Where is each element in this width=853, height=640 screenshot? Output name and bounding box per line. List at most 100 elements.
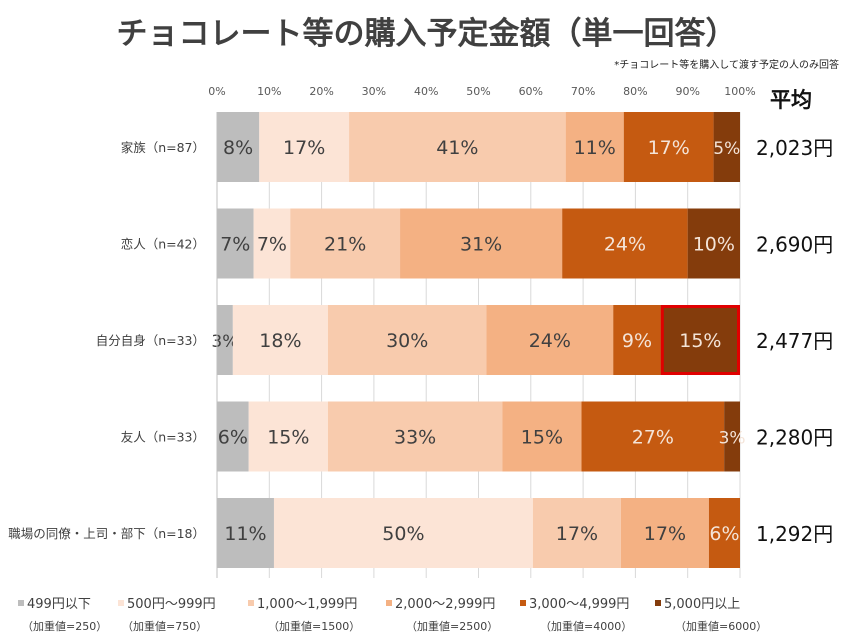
legend-swatch — [248, 600, 254, 606]
data-label: 17% — [283, 137, 325, 159]
x-tick-label: 30% — [362, 85, 386, 98]
bar-segment — [217, 305, 233, 375]
bar-segment — [532, 498, 621, 568]
average-header: 平均 — [770, 88, 812, 112]
bar-segment — [687, 208, 740, 279]
data-label: 8% — [223, 137, 253, 159]
data-label: 24% — [604, 234, 646, 256]
data-label: 3% — [211, 332, 238, 352]
bar-segment — [502, 401, 582, 472]
data-label: 30% — [386, 330, 428, 352]
category-label: 職場の同僚・上司・部下（n=18） — [8, 526, 205, 541]
bar-segment — [327, 305, 487, 375]
legend-swatch — [118, 600, 124, 606]
data-label: 3% — [719, 429, 746, 449]
data-label: 5% — [713, 139, 740, 159]
bar-segment — [724, 401, 740, 472]
bar-segment — [232, 305, 328, 375]
bar-segment — [486, 305, 614, 375]
average-value: 2,280円 — [756, 426, 833, 450]
legend-label: 5,000円以上 — [664, 597, 740, 612]
bar-segment — [217, 401, 249, 472]
legend-label: 499円以下 — [27, 597, 91, 612]
legend-swatch — [520, 600, 526, 606]
data-label: 21% — [324, 234, 366, 256]
legend-label: 500円～999円 — [127, 597, 216, 612]
data-label: 18% — [259, 330, 301, 352]
bar-segment — [248, 401, 328, 472]
bar-segment — [565, 112, 624, 182]
legend-swatch — [18, 600, 24, 606]
average-value: 2,023円 — [756, 136, 833, 160]
x-tick-label: 10% — [257, 85, 281, 98]
x-tick-label: 60% — [519, 85, 543, 98]
data-label: 6% — [218, 427, 248, 449]
bar-segment — [259, 112, 350, 182]
bar-segment — [217, 498, 274, 568]
bar-segment — [400, 208, 563, 279]
legend-weight-note: （加重値=6000） — [675, 619, 767, 633]
x-tick-label: 20% — [309, 85, 333, 98]
x-tick-label: 0% — [208, 85, 225, 98]
bar-segment — [562, 208, 688, 279]
bar-segment — [273, 498, 533, 568]
category-label: 恋人（n=42） — [121, 237, 205, 252]
bar-segment — [613, 305, 661, 375]
legend-weight-note: （加重値=1500） — [268, 619, 360, 633]
x-tick-label: 80% — [623, 85, 647, 98]
bar-segment — [253, 208, 291, 279]
data-label: 11% — [574, 137, 616, 159]
data-label: 6% — [709, 523, 739, 545]
legend-weight-note: （加重値=250） — [22, 619, 107, 633]
bar-segment — [217, 208, 254, 279]
bar-segment — [708, 498, 740, 568]
category-label: 家族（n=87） — [121, 140, 205, 155]
chart-subtitle: *チョコレート等を購入して渡す予定の人のみ回答 — [614, 60, 839, 71]
legend-weight-note: （加重値=2500） — [406, 619, 498, 633]
legend-label: 1,000～1,999円 — [257, 597, 357, 612]
data-label: 15% — [679, 330, 721, 352]
bar-segment — [660, 305, 740, 375]
data-label: 11% — [224, 523, 266, 545]
data-label: 15% — [521, 427, 563, 449]
data-label: 27% — [632, 427, 674, 449]
data-label: 31% — [460, 234, 502, 256]
bar-segment — [623, 112, 714, 182]
bar-segment — [290, 208, 401, 279]
data-label: 9% — [622, 330, 652, 352]
legend-weight-note: （加重値=4000） — [540, 619, 632, 633]
average-value: 2,477円 — [756, 329, 833, 353]
data-label: 10% — [693, 234, 735, 256]
bar-segment — [217, 112, 260, 182]
bar-segment — [349, 112, 566, 182]
category-label: 自分自身（n=33） — [96, 333, 205, 348]
x-tick-label: 70% — [571, 85, 595, 98]
highlight-border — [660, 305, 740, 375]
category-label: 友人（n=33） — [121, 430, 205, 445]
data-label: 15% — [267, 427, 309, 449]
bar-segment — [713, 112, 740, 182]
chart-title: チョコレート等の購入予定金額（単一回答） — [116, 16, 737, 52]
legend-label: 3,000～4,999円 — [529, 597, 629, 612]
legend-swatch — [386, 600, 392, 606]
data-label: 7% — [257, 234, 287, 256]
x-tick-label: 90% — [675, 85, 699, 98]
data-label: 7% — [220, 234, 250, 256]
x-tick-label: 50% — [466, 85, 490, 98]
legend-weight-note: （加重値=750） — [122, 619, 207, 633]
bar-segment — [327, 401, 503, 472]
data-label: 17% — [644, 523, 686, 545]
data-label: 17% — [648, 137, 690, 159]
average-value: 2,690円 — [756, 233, 833, 257]
legend-swatch — [655, 600, 661, 606]
x-tick-label: 100% — [724, 85, 755, 98]
data-label: 17% — [556, 523, 598, 545]
data-label: 41% — [436, 137, 478, 159]
data-label: 24% — [529, 330, 571, 352]
data-label: 33% — [394, 427, 436, 449]
average-value: 1,292円 — [756, 522, 833, 546]
bar-segment — [620, 498, 709, 568]
legend-label: 2,000～2,999円 — [395, 597, 495, 612]
